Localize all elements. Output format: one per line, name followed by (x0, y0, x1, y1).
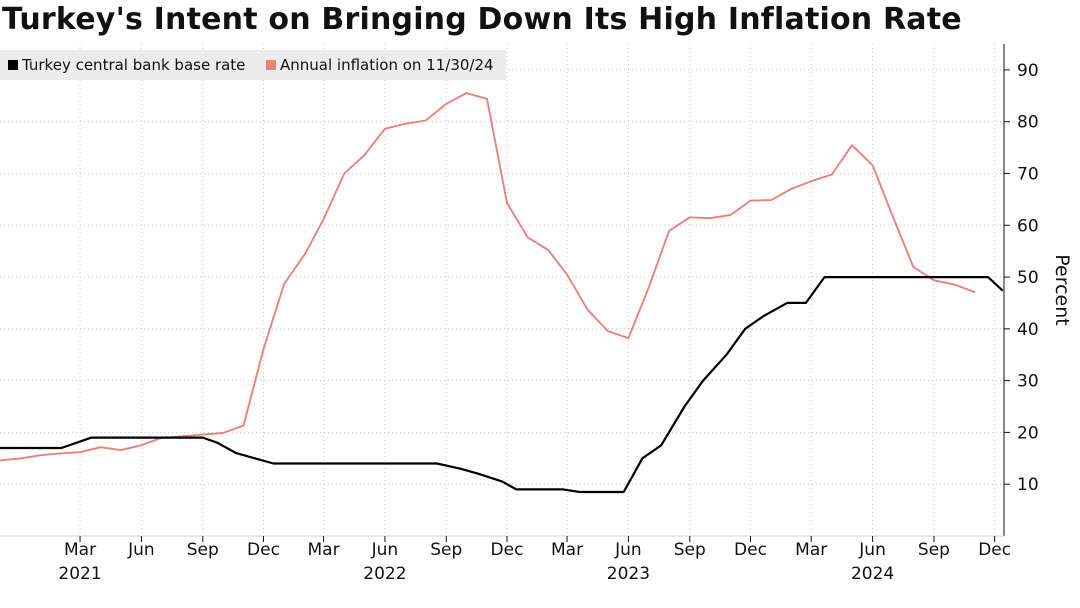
x-tick-label: Sep (918, 540, 950, 560)
x-tick-label: Jun (614, 540, 642, 560)
x-tick-label: Mar (795, 540, 827, 560)
legend-swatch (8, 60, 18, 70)
y-tick-label: 60 (1017, 216, 1039, 236)
gridlines (0, 44, 1004, 536)
x-tick-label: Sep (187, 540, 219, 560)
x-tick-label: Dec (734, 540, 767, 560)
axes (0, 44, 1005, 537)
x-year-label: 2021 (58, 564, 101, 584)
x-axis-ticks: Mar 2021 Jun Sep Dec Mar Jun 2022 Sep Dec Mar Jun 20… (58, 536, 1011, 584)
x-tick-label: Dec (978, 540, 1011, 560)
x-year-label: 2022 (363, 564, 406, 584)
series-lines (0, 92, 1004, 494)
x-tick-label: Sep (674, 540, 706, 560)
x-tick-label: Jun (858, 540, 886, 560)
y-tick-label: 50 (1017, 268, 1039, 288)
y-tick-label: 30 (1017, 372, 1039, 392)
legend-swatch (266, 60, 276, 70)
x-tick-label: Sep (430, 540, 462, 560)
x-tick-label: Jun (127, 540, 155, 560)
x-tick-label: Dec (247, 540, 280, 560)
y-tick-label: 70 (1017, 164, 1039, 184)
legend-label: Turkey central bank base rate (21, 56, 245, 74)
legend-background (0, 50, 506, 80)
x-tick-label: Mar (308, 540, 340, 560)
x-tick-label: Mar (64, 540, 96, 560)
y-tick-label: 80 (1017, 113, 1039, 133)
x-tick-label: Dec (491, 540, 524, 560)
y-tick-label: 90 (1017, 61, 1039, 81)
y-tick-label: 40 (1017, 320, 1039, 340)
chart-title: Turkey's Intent on Bringing Down Its Hig… (2, 2, 962, 37)
y-tick-label: 10 (1017, 475, 1039, 495)
y-axis-label: Percent (1051, 254, 1073, 326)
legend: Turkey central bank base rate Annual infl… (0, 50, 506, 80)
y-axis-ticks: 10 20 30 40 50 60 70 80 90 (1004, 61, 1039, 495)
legend-label: Annual inflation on 11/30/24 (280, 56, 494, 74)
x-tick-label: Jun (371, 540, 399, 560)
x-year-label: 2024 (851, 564, 894, 584)
x-tick-label: Mar (551, 540, 583, 560)
x-year-label: 2023 (607, 564, 650, 584)
y-tick-label: 20 (1017, 423, 1039, 443)
series-line-base-rate (0, 276, 1004, 494)
